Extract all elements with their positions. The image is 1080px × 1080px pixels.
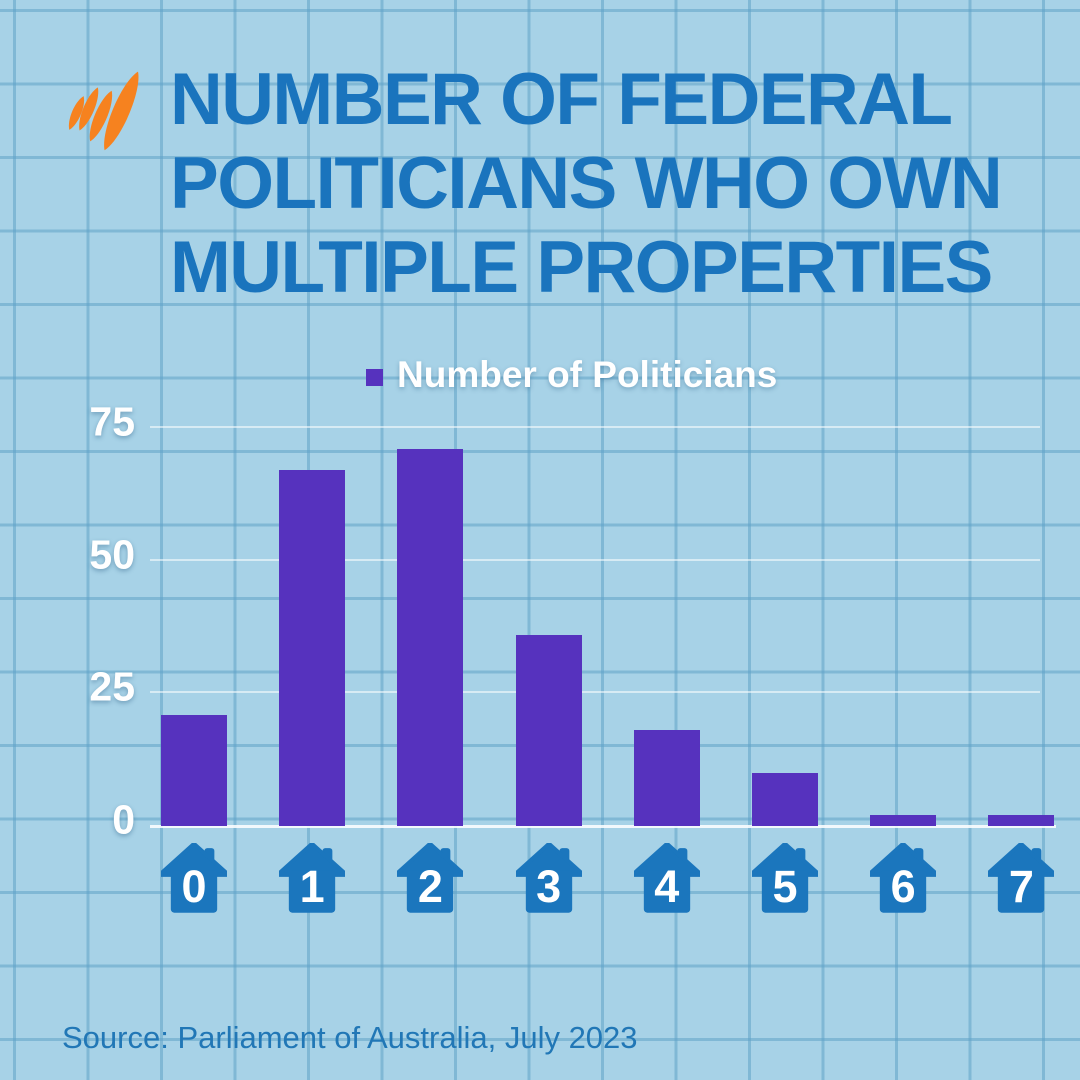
sbs-logo-icon <box>68 71 139 151</box>
plot-area <box>150 400 1056 828</box>
bar-2 <box>397 449 464 826</box>
x-tick-label-4: 4 <box>654 860 680 912</box>
x-tick-label-7: 7 <box>1008 860 1034 912</box>
x-tick-label-5: 5 <box>772 860 798 912</box>
house-icon <box>515 843 582 913</box>
bar-4 <box>633 730 700 826</box>
house-icon <box>279 843 346 913</box>
gridline-75 <box>150 426 1040 428</box>
bar-3 <box>515 634 582 826</box>
gridline-50 <box>150 558 1040 561</box>
x-tick-house-3: 3 <box>515 843 582 915</box>
y-axis: 0 25 50 75 <box>55 398 135 840</box>
house-icon <box>633 843 700 913</box>
y-tick-label-25: 25 <box>89 663 135 710</box>
x-tick-house-7: 7 <box>988 843 1055 915</box>
x-tick-label-6: 6 <box>890 860 916 912</box>
bar-1 <box>279 470 346 826</box>
y-tick-label-0: 0 <box>112 796 135 843</box>
bar-5 <box>752 772 818 826</box>
legend-swatch <box>366 368 383 386</box>
house-icon <box>397 843 464 913</box>
x-tick-house-2: 2 <box>397 843 464 915</box>
x-axis: 0 1 2 3 4 5 6 7 <box>150 843 1055 921</box>
x-tick-house-0: 0 <box>161 843 227 915</box>
legend-label: Number of Politicians <box>397 354 778 395</box>
bar-7 <box>988 815 1055 826</box>
x-tick-house-5: 5 <box>752 843 818 915</box>
house-icon <box>988 843 1055 913</box>
bar-6 <box>870 815 937 826</box>
legend: Number of Politicians <box>366 354 777 396</box>
house-icon <box>870 843 937 913</box>
bar-0 <box>161 714 227 826</box>
x-tick-label-1: 1 <box>299 860 325 912</box>
x-tick-house-4: 4 <box>633 843 700 915</box>
house-icon <box>752 843 818 913</box>
gridline-25 <box>150 691 1040 694</box>
house-icon <box>161 843 227 913</box>
y-tick-label-75: 75 <box>89 398 135 445</box>
x-axis-baseline <box>150 825 1056 828</box>
x-tick-label-3: 3 <box>536 860 562 912</box>
y-tick-label-50: 50 <box>89 531 135 578</box>
x-tick-label-2: 2 <box>417 860 443 912</box>
source-note: Source: Parliament of Australia, July 20… <box>62 1020 638 1055</box>
chart-title: NUMBER OF FEDERAL POLITICIANS WHO OWN MU… <box>170 59 1003 308</box>
x-tick-house-1: 1 <box>279 843 346 915</box>
x-tick-house-6: 6 <box>870 843 937 915</box>
x-tick-label-0: 0 <box>181 860 207 912</box>
